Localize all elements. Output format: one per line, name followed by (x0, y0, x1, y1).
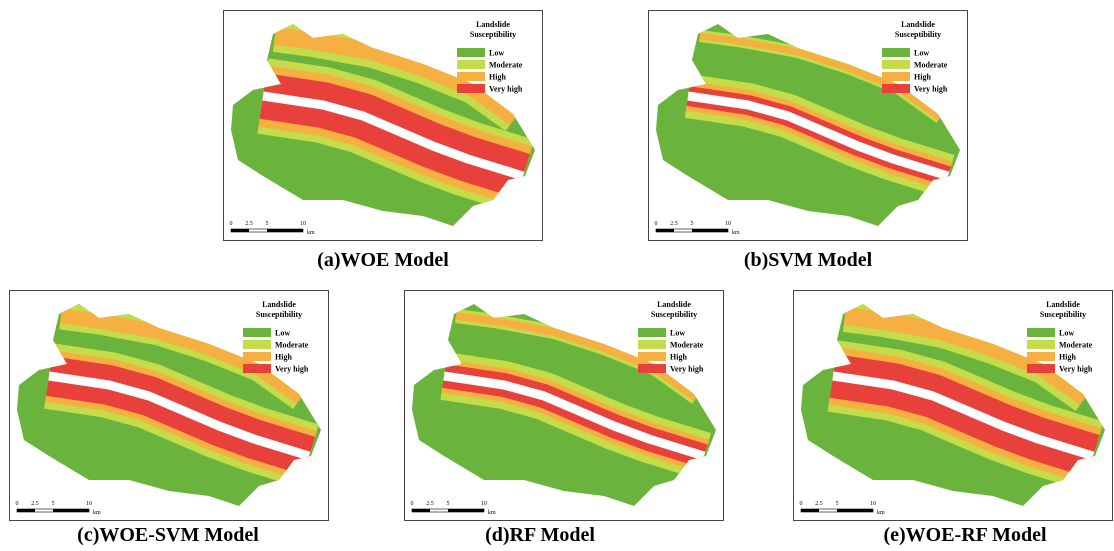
legend-swatch (457, 48, 485, 57)
legend-swatch (1027, 364, 1055, 373)
legend-label: Moderate (275, 341, 309, 350)
scale-label: 5 (266, 221, 269, 227)
scale-seg (267, 229, 303, 232)
scale-seg (837, 509, 873, 512)
legend-title: Landslide (262, 300, 296, 309)
legend-label: Low (670, 329, 685, 338)
caption: (e)WOE-RF Model (883, 524, 1047, 546)
scale-label: 2.5 (815, 501, 823, 507)
scale-label: 5 (52, 501, 55, 507)
legend-label: High (914, 73, 931, 82)
legend-swatch (882, 60, 910, 69)
legend-swatch (457, 60, 485, 69)
legend-swatch (243, 328, 271, 337)
scale-label: 0 (411, 501, 414, 507)
legend-swatch (243, 340, 271, 349)
legend-label: Low (489, 49, 504, 58)
scale-seg (692, 229, 728, 232)
legend-swatch (1027, 340, 1055, 349)
legend-title: Susceptibility (895, 30, 941, 39)
scale-seg (656, 229, 674, 232)
scale-seg (412, 509, 430, 512)
legend-title: Landslide (657, 300, 691, 309)
scale-label: 10 (481, 501, 487, 507)
legend-title: Susceptibility (256, 310, 302, 319)
scale-seg (17, 509, 35, 512)
legend-label: Very high (489, 85, 523, 94)
legend-swatch (882, 48, 910, 57)
legend-title: Susceptibility (651, 310, 697, 319)
scale-label: 10 (300, 221, 306, 227)
legend-label: High (489, 73, 506, 82)
legend-swatch (243, 364, 271, 373)
scale-label: 0 (800, 501, 803, 507)
scale-label: 0 (230, 221, 233, 227)
scale-label: 10 (725, 221, 731, 227)
legend-label: Low (914, 49, 929, 58)
scale-label: km (488, 510, 496, 516)
legend-label: High (1059, 353, 1076, 362)
scale-label: 2.5 (245, 221, 253, 227)
scale-label: 2.5 (670, 221, 678, 227)
legend-label: Very high (1059, 365, 1093, 374)
scale-label: 10 (86, 501, 92, 507)
scale-label: 5 (447, 501, 450, 507)
legend-swatch (243, 352, 271, 361)
legend-swatch (457, 72, 485, 81)
legend-label: High (275, 353, 292, 362)
legend-label: High (670, 353, 687, 362)
legend-swatch (882, 72, 910, 81)
legend-title: Landslide (1046, 300, 1080, 309)
scale-label: 10 (870, 501, 876, 507)
legend-label: Moderate (1059, 341, 1093, 350)
legend-swatch (882, 84, 910, 93)
legend-swatch (1027, 352, 1055, 361)
scale-label: km (307, 230, 315, 236)
scale-label: 5 (836, 501, 839, 507)
scale-seg (53, 509, 89, 512)
scale-seg (231, 229, 249, 232)
scale-label: 0 (655, 221, 658, 227)
legend-title: Landslide (901, 20, 935, 29)
legend-title: Landslide (476, 20, 510, 29)
legend-label: Moderate (489, 61, 523, 70)
legend-swatch (457, 84, 485, 93)
legend-swatch (638, 340, 666, 349)
scale-label: 2.5 (426, 501, 434, 507)
legend-label: Low (1059, 329, 1074, 338)
legend-swatch (638, 364, 666, 373)
caption: (a)WOE Model (317, 249, 449, 271)
caption: (c)WOE-SVM Model (77, 524, 259, 546)
caption: (d)RF Model (485, 524, 595, 546)
scale-label: km (93, 510, 101, 516)
legend-swatch (638, 352, 666, 361)
legend-swatch (638, 328, 666, 337)
legend-title: Susceptibility (1040, 310, 1086, 319)
scale-label: km (732, 230, 740, 236)
legend-label: Very high (670, 365, 704, 374)
scale-seg (448, 509, 484, 512)
scale-label: 2.5 (31, 501, 39, 507)
figure: LandslideSusceptibilityLowModerateHighVe… (0, 0, 1114, 551)
scale-label: 5 (691, 221, 694, 227)
legend-title: Susceptibility (470, 30, 516, 39)
scale-label: km (877, 510, 885, 516)
legend-swatch (1027, 328, 1055, 337)
legend-label: Low (275, 329, 290, 338)
scale-label: 0 (16, 501, 19, 507)
legend-label: Very high (914, 85, 948, 94)
caption: (b)SVM Model (744, 249, 873, 271)
legend-label: Very high (275, 365, 309, 374)
legend-label: Moderate (914, 61, 948, 70)
legend-label: Moderate (670, 341, 704, 350)
scale-seg (801, 509, 819, 512)
